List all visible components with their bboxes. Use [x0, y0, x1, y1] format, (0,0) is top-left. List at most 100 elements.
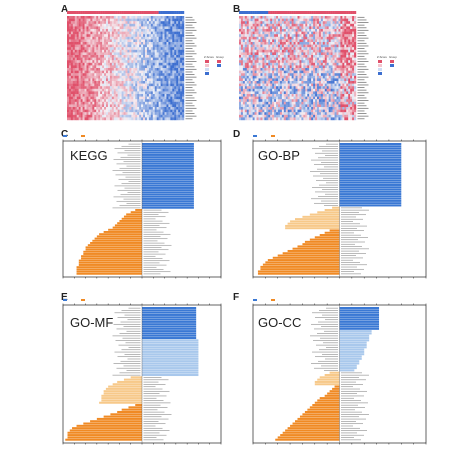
heatmap-cell [262, 42, 265, 45]
heatmap-cell [174, 16, 177, 19]
heatmap-cell [143, 44, 146, 48]
heatmap-cell [303, 104, 306, 108]
heatmap-cell [109, 42, 113, 45]
heatmap-cell [248, 117, 251, 121]
heatmap-cell [139, 18, 142, 22]
heatmap-cell [289, 47, 292, 50]
heatmap-cell [90, 94, 93, 97]
heatmap-cell [344, 55, 347, 58]
heatmap-cell [274, 23, 277, 27]
heatmap-cell [86, 78, 89, 82]
heatmap-cell [240, 78, 244, 82]
heatmap-cell [352, 65, 355, 69]
heatmap-cell [145, 75, 148, 79]
heatmap-cell [281, 44, 285, 48]
heatmap-cell [80, 91, 83, 95]
heatmap-cell [166, 39, 169, 43]
heatmap-cell [109, 62, 113, 66]
heatmap-cell [168, 88, 171, 92]
heatmap-cell [330, 29, 333, 32]
heatmap-cell [94, 73, 97, 76]
heatmap-cell [158, 109, 161, 113]
heatmap-cell [135, 109, 138, 113]
heatmap-cell [289, 65, 292, 69]
heatmap-cell [180, 96, 183, 100]
heatmap-group-cell [166, 11, 169, 14]
heatmap-cell [283, 47, 286, 50]
heatmap-cell [287, 78, 290, 82]
heatmap-cell [129, 91, 132, 95]
heatmap-cell [154, 104, 157, 108]
heatmap-cell [109, 81, 113, 84]
heatmap-cell [70, 47, 74, 50]
heatmap-cell [113, 47, 116, 50]
heatmap-cell [115, 29, 118, 32]
heatmap-cell [125, 86, 128, 89]
heatmap-cell [96, 73, 99, 76]
heatmap-cell [98, 96, 101, 100]
heatmap-cell [137, 112, 140, 115]
heatmap-cell [166, 81, 169, 84]
heatmap-cell [303, 114, 306, 118]
heatmap-cell [146, 57, 150, 61]
heatmap-cell [354, 104, 357, 108]
heatmap-cell [276, 81, 279, 84]
heatmap-cell [352, 114, 355, 118]
heatmap-cell [352, 29, 355, 32]
heatmap-cell [262, 60, 265, 63]
heatmap-cell [98, 65, 101, 69]
heatmap-cell [307, 96, 310, 100]
heatmap-cell [240, 29, 244, 32]
panel-letter-e: E [61, 292, 68, 303]
heatmap-cell [107, 26, 111, 30]
heatmap-cell [164, 16, 167, 19]
heatmap-cell [137, 62, 140, 66]
heatmap-cell [330, 70, 333, 74]
heatmap-cell [340, 117, 343, 121]
heatmap-cell [297, 91, 300, 95]
heatmap-cell [68, 86, 72, 89]
heatmap-cell [137, 83, 140, 87]
heatmap-cell [176, 21, 179, 24]
heatmap-cell [82, 86, 85, 89]
heatmap-cell [318, 101, 322, 105]
heatmap-cell [305, 68, 308, 71]
heatmap-cell [328, 16, 331, 19]
heatmap-cell [268, 34, 271, 37]
heatmap-group-cell [137, 11, 140, 14]
heatmap-cell [268, 99, 271, 102]
heatmap-cell [152, 78, 155, 82]
heatmap-cell [338, 101, 341, 105]
heatmap-cell [315, 109, 318, 113]
heatmap-cell [260, 117, 263, 121]
heatmap-cell [94, 107, 97, 110]
heatmap-cell [160, 107, 163, 110]
heatmap-cell [67, 101, 70, 105]
heatmap-cell [315, 99, 318, 102]
heatmap-cell [162, 62, 165, 66]
heatmap-cell [340, 29, 343, 32]
heatmap-cell [297, 94, 300, 97]
heatmap-cell [121, 73, 124, 76]
gene-label-mark [185, 27, 195, 29]
heatmap-cell [119, 65, 122, 69]
heatmap-cell [78, 112, 81, 115]
heatmap-cell [176, 44, 179, 48]
heatmap-cell [113, 52, 116, 56]
heatmap-cell [102, 62, 105, 66]
heatmap-cell [313, 101, 316, 105]
heatmap-cell [80, 101, 83, 105]
heatmap-cell [117, 101, 120, 105]
heatmap-cell [317, 117, 320, 121]
heatmap-cell [182, 96, 185, 100]
heatmap-cell [123, 94, 126, 97]
heatmap-cell [248, 70, 251, 74]
heatmap-cell [127, 75, 130, 79]
heatmap-cell [78, 26, 81, 30]
heatmap-cell [150, 57, 153, 61]
heatmap-cell [276, 16, 279, 19]
heatmap-cell [106, 49, 109, 53]
heatmap-group-cell [270, 11, 273, 14]
heatmap-cell [311, 26, 314, 30]
heatmap-cell [143, 65, 146, 69]
